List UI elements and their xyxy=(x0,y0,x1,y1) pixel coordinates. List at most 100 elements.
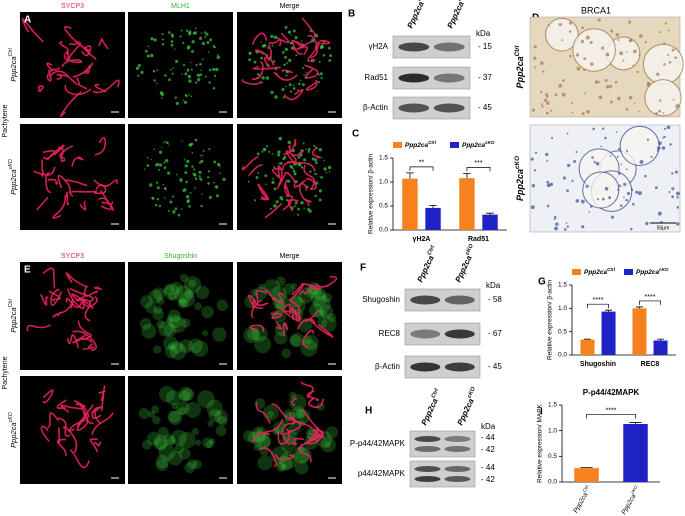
genotype-label: Ppp2cacKO xyxy=(514,156,525,201)
genotype-label: Ppp2cacKO xyxy=(462,140,495,149)
signal-spot xyxy=(282,96,285,99)
signal-spot xyxy=(260,41,262,43)
chromosome xyxy=(293,183,308,191)
signal-spot xyxy=(152,287,166,300)
signal-spot xyxy=(208,195,212,199)
signal-spot xyxy=(254,336,272,354)
signal-spot xyxy=(158,168,161,171)
nucleus xyxy=(635,190,639,194)
chromosome xyxy=(40,425,50,442)
signal-spot xyxy=(195,81,198,84)
signal-spot xyxy=(188,338,203,354)
signal-spot xyxy=(303,158,307,162)
nucleus xyxy=(576,66,581,71)
signal-spot xyxy=(168,292,177,301)
nucleus xyxy=(562,176,567,180)
signal-spot xyxy=(163,433,176,446)
signal-spot xyxy=(187,74,192,79)
nucleus xyxy=(675,47,677,50)
nucleus xyxy=(580,199,585,204)
nucleus xyxy=(568,30,572,33)
chromosome xyxy=(94,441,102,447)
signal-spot xyxy=(209,438,216,445)
signal-spot xyxy=(177,406,187,416)
blot-strip xyxy=(409,460,476,488)
signal-spot xyxy=(186,159,190,164)
signal-spot xyxy=(320,437,336,453)
signal-spot xyxy=(212,87,216,90)
signal-spot xyxy=(168,450,183,466)
nucleus xyxy=(531,184,536,188)
nucleus xyxy=(546,183,551,188)
signal-spot xyxy=(185,29,189,32)
chromosome xyxy=(37,85,45,93)
nucleus xyxy=(571,111,574,114)
signal-spot xyxy=(318,74,320,76)
signal-spot xyxy=(197,77,201,82)
tubule xyxy=(572,28,616,72)
signal-spot xyxy=(171,72,174,75)
kda-header: kDa xyxy=(486,281,501,290)
signal-spot xyxy=(325,171,328,174)
nucleus xyxy=(534,66,537,69)
signal-spot xyxy=(216,55,221,60)
chromosome xyxy=(308,318,334,338)
chromosome xyxy=(273,71,298,81)
legend-swatch xyxy=(624,269,633,275)
signal-spot xyxy=(328,59,332,62)
tubule xyxy=(619,125,660,166)
signal-spot xyxy=(156,82,158,84)
nucleus xyxy=(637,191,642,196)
nucleus xyxy=(561,92,566,97)
chromosome xyxy=(252,65,281,70)
nucleus xyxy=(625,51,628,53)
channel-header: SYCP3 xyxy=(61,253,84,260)
micrograph xyxy=(237,124,342,230)
signal-spot xyxy=(165,318,173,325)
signal-spot xyxy=(167,342,175,350)
nucleus xyxy=(646,138,650,141)
chromosome xyxy=(291,420,313,430)
nucleus xyxy=(534,151,538,154)
nucleus xyxy=(619,204,623,208)
signal-spot xyxy=(273,421,287,435)
signal-spot xyxy=(284,55,288,59)
error-bar xyxy=(657,338,665,341)
nucleus xyxy=(584,92,586,95)
chromosome xyxy=(93,286,103,291)
panel-letter: I xyxy=(540,407,543,418)
nucleus xyxy=(625,168,628,171)
bar xyxy=(653,340,668,355)
chromosome xyxy=(64,25,90,52)
signal-spot xyxy=(170,33,174,37)
signal-spot xyxy=(141,323,157,339)
kda-marker: - 15 xyxy=(478,42,492,51)
chromosome xyxy=(59,91,82,118)
bar xyxy=(425,207,441,230)
chromosome xyxy=(69,40,81,46)
nucleus xyxy=(658,99,662,102)
nucleus xyxy=(545,95,549,99)
gene-name: Ppp2ca xyxy=(446,0,466,30)
signal-spot xyxy=(319,176,322,178)
signal-spot xyxy=(179,447,191,460)
signal-spot xyxy=(247,328,260,341)
blot-band xyxy=(414,436,441,442)
signal-spot xyxy=(163,335,178,351)
signal-spot xyxy=(152,345,162,354)
genotype-sup: cKO xyxy=(514,156,521,169)
signal-spot xyxy=(190,95,193,98)
micrograph xyxy=(20,124,125,230)
blot-band xyxy=(414,466,441,472)
gene-name: Ppp2ca xyxy=(572,491,589,514)
nucleus xyxy=(609,100,613,104)
signal-spot xyxy=(320,176,324,179)
signal-spot xyxy=(279,196,283,200)
nucleus xyxy=(614,80,618,84)
signal-spot xyxy=(161,43,165,46)
chromosome xyxy=(281,69,294,74)
signal-spot xyxy=(168,410,183,425)
signal-spot xyxy=(170,281,184,295)
chromosome xyxy=(280,415,296,435)
signal-spot xyxy=(205,32,209,36)
